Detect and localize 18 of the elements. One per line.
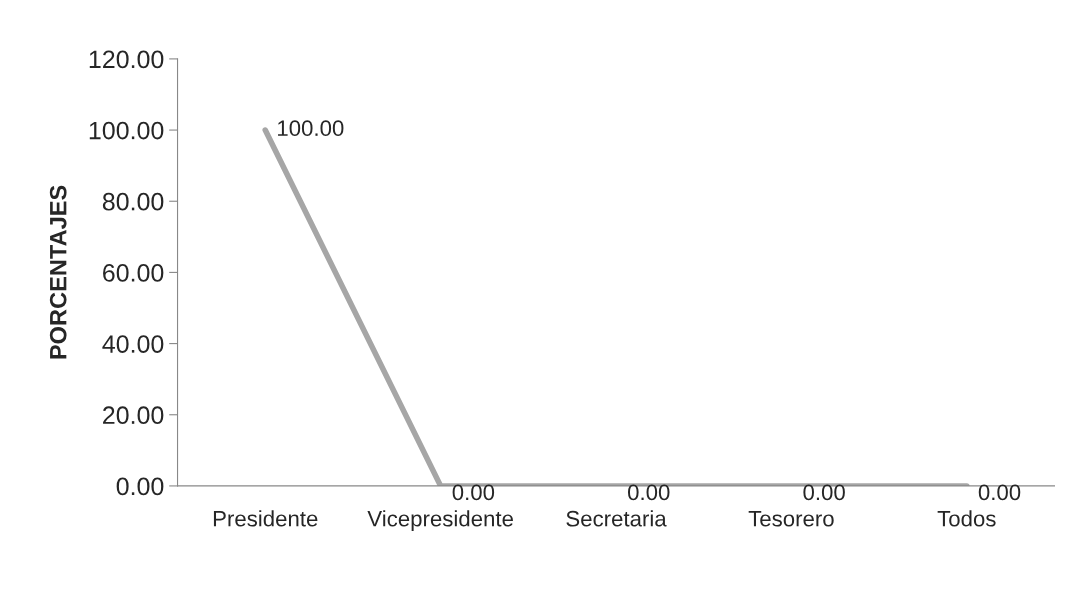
y-tick-label: 120.00 bbox=[89, 50, 164, 69]
x-tick-label: Tesorero bbox=[748, 511, 834, 527]
x-tick-label: Todos bbox=[937, 510, 996, 527]
data-label: 0.00 bbox=[452, 484, 495, 501]
y-axis-title: PORCENTAJES bbox=[49, 185, 67, 359]
data-label: 0.00 bbox=[627, 484, 670, 501]
x-tick-label: Secretaria bbox=[566, 510, 667, 527]
data-label: 0.00 bbox=[803, 484, 845, 501]
x-tick-label: Presidente bbox=[213, 510, 318, 527]
x-tick-label: Vicepresidente bbox=[367, 510, 513, 531]
y-tick-label: 40.00 bbox=[102, 335, 164, 353]
y-tick-label: 80.00 bbox=[102, 192, 164, 211]
y-tick-label: 100.00 bbox=[89, 121, 164, 140]
y-tick-label: 60.00 bbox=[103, 264, 164, 282]
data-label: 0.00 bbox=[978, 484, 1021, 501]
y-tick-label: 20.00 bbox=[103, 406, 164, 425]
y-tick-label: 0.00 bbox=[116, 477, 164, 496]
data-label: 100.00 bbox=[278, 120, 344, 137]
